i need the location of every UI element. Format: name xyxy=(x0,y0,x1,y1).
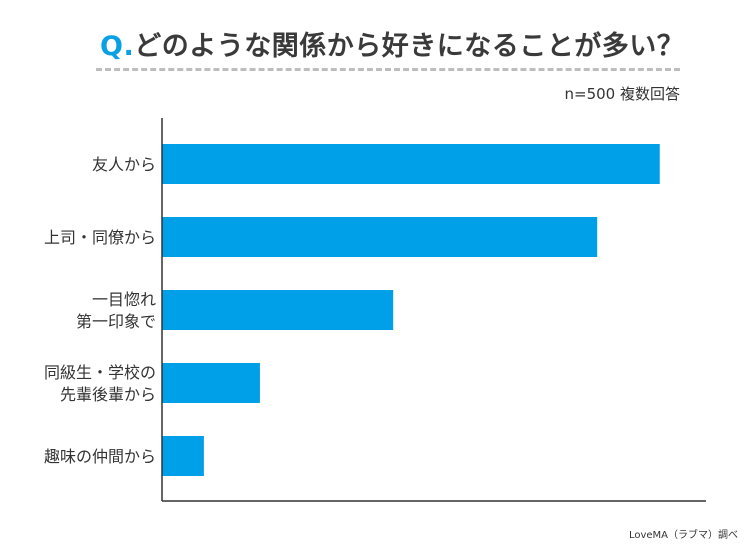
chart-title: Q.どのような関係から好きになることが多い？ xyxy=(100,24,684,63)
source-credit: LoveMA（ラブマ）調べ xyxy=(628,530,738,541)
category-label: 趣味の仲間から xyxy=(44,447,156,466)
category-label: 上司・同僚から xyxy=(44,228,156,247)
sample-note: n=500 複数回答 xyxy=(564,85,680,103)
bar xyxy=(162,144,660,184)
category-label: 第一印象で xyxy=(76,312,156,331)
category-label: 同級生・学校の xyxy=(44,363,156,382)
bar xyxy=(162,436,204,476)
bar xyxy=(162,363,260,403)
bar xyxy=(162,290,394,330)
title-prefix: Q. xyxy=(100,31,135,62)
category-label: 友人から xyxy=(92,155,156,174)
title-divider xyxy=(96,68,680,71)
category-label: 先輩後輩から xyxy=(60,385,156,404)
bar xyxy=(162,217,598,257)
category-label: 一目惚れ xyxy=(92,290,156,309)
title-text: どのような関係から好きになることが多い？ xyxy=(134,31,685,62)
